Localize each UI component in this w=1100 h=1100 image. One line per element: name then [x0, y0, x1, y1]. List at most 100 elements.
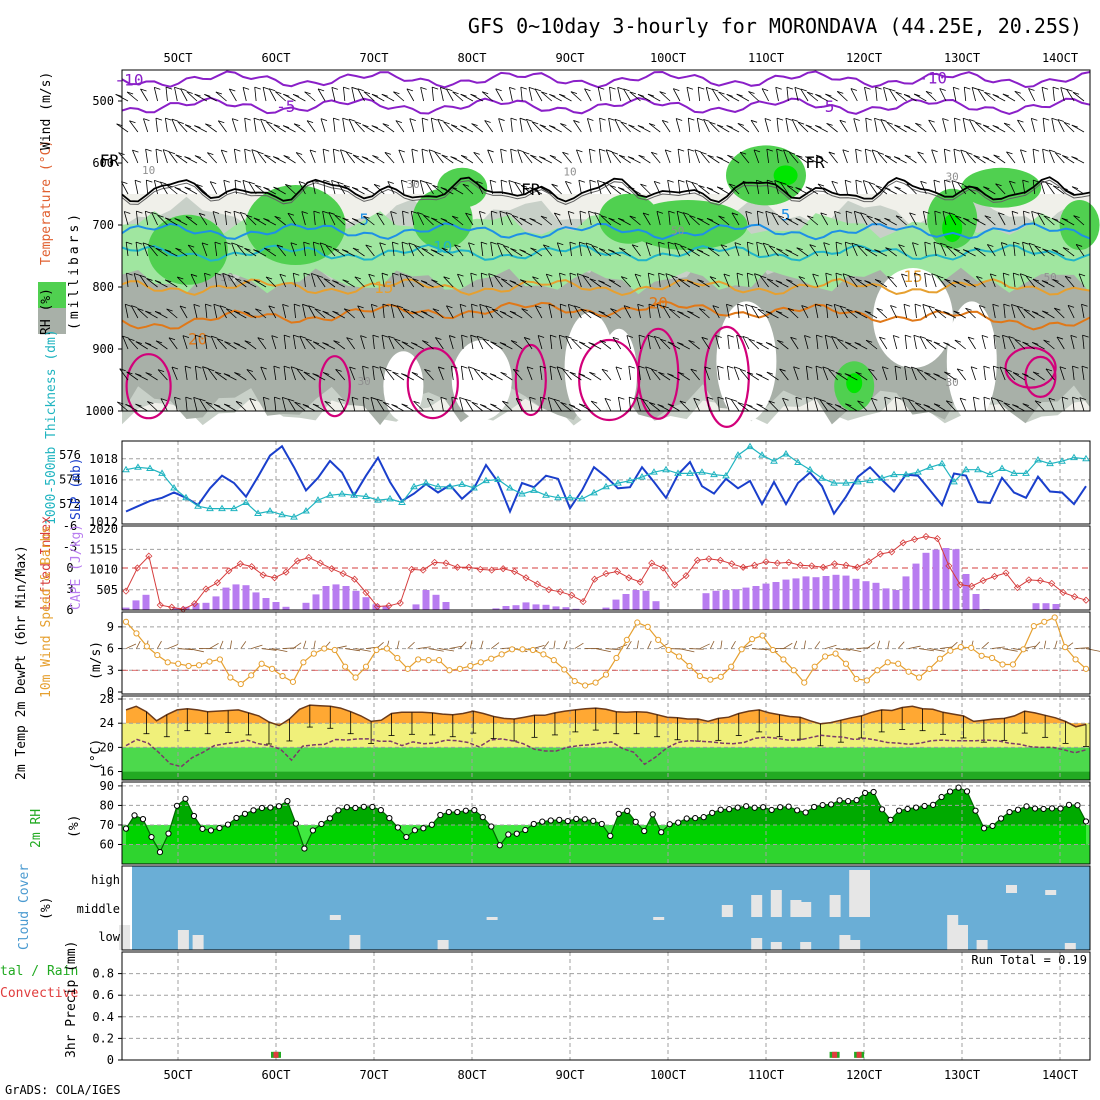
wind-speed-marker: [508, 646, 516, 653]
wind-barb: [128, 338, 139, 350]
wind-barb-flag: [305, 338, 312, 342]
wind-barb-flag: [855, 179, 862, 183]
wind-barb-flag: [706, 217, 714, 221]
wind-barb: [532, 276, 543, 288]
wind-barb: [656, 211, 661, 226]
wind-barb-flag: [529, 187, 536, 190]
wind-barb: [151, 212, 158, 226]
wind-barb-flag: [842, 149, 849, 153]
wind-barb-flag: [331, 180, 338, 183]
wind-barb-flag: [906, 183, 913, 187]
thickness-marker: [614, 479, 622, 486]
wind-barb: [549, 366, 553, 381]
wind-barb-flag: [376, 398, 383, 402]
wind-barb: [452, 91, 464, 102]
wind-barb-flag: [623, 305, 631, 309]
wind-barb-flag: [893, 156, 901, 160]
wind-barb: [992, 366, 996, 381]
wind-barb: [253, 118, 257, 133]
wind-barb: [966, 152, 976, 164]
wind-barb: [978, 305, 986, 319]
cape-bar: [822, 576, 830, 610]
cape-tick-label: 505: [96, 583, 118, 597]
wind-barb: [562, 368, 572, 381]
wind-barb: [298, 181, 306, 195]
wind-barb: [467, 366, 474, 381]
cape-bar: [842, 575, 850, 610]
wind-barb-flag: [651, 151, 658, 155]
wind-barb-flag: [734, 366, 741, 370]
wind-barb: [737, 123, 750, 133]
wind-barb-flag: [451, 365, 458, 369]
temp-area: [126, 705, 1086, 727]
wind-barb-flag: [817, 183, 825, 187]
lifted-marker: [1082, 596, 1090, 604]
wind-barb-flag: [757, 308, 764, 312]
wind-barb: [220, 149, 227, 164]
wind-barb: [756, 211, 760, 226]
wind-barb-flag: [667, 341, 674, 345]
rh2m-marker: [836, 797, 843, 804]
wind-barb: [412, 278, 424, 288]
wind-barb-flag: [332, 247, 340, 251]
wind-barb-flag: [825, 272, 832, 276]
wind-barb-flag: [1079, 397, 1086, 401]
wind-barb-flag: [537, 335, 545, 338]
wind-barb-flag: [665, 273, 672, 277]
thickness-tick-label: 574: [59, 472, 81, 486]
wind-barb-flag: [1081, 303, 1088, 307]
wind-barb-flag: [449, 335, 456, 338]
wind-barb: [1012, 372, 1026, 381]
thickness-marker: [242, 498, 250, 506]
wind-barb-flag: [346, 151, 353, 155]
wind-barb: [822, 366, 829, 381]
wind-speed-marker: [540, 651, 547, 658]
wind-barb-flag: [1072, 365, 1079, 369]
rh2m-marker: [989, 822, 996, 830]
wind-barb: [609, 185, 622, 195]
wind-barb: [846, 308, 858, 319]
wind-barb-flag: [514, 181, 521, 185]
cape-bar: [962, 574, 970, 610]
lifted-marker: [579, 598, 587, 606]
rh2m-marker: [275, 803, 283, 810]
wind-barb: [1028, 88, 1036, 102]
wind-barb: [372, 335, 375, 350]
isotherm-25-loop: [125, 353, 172, 420]
wind-barb-flag: [124, 211, 131, 214]
wind-barb: [793, 366, 799, 381]
wind-barb-flag: [756, 373, 763, 377]
wind-speed-marker: [1062, 644, 1069, 651]
rh2m-marker: [1006, 808, 1013, 816]
wind-barb-flag: [132, 149, 139, 153]
wind-barb-flag: [223, 373, 231, 377]
wind-barb: [831, 181, 838, 195]
wind-barb-flag: [748, 91, 755, 94]
wind-barb-flag: [992, 125, 999, 128]
wind-barb: [334, 214, 346, 226]
wind-barb-flag: [826, 122, 833, 126]
wind-barb: [244, 340, 257, 350]
wind-barb-flag: [242, 180, 250, 183]
wind-barb: [244, 118, 247, 133]
wind-barb-flag: [528, 86, 536, 90]
wind-barb: [647, 273, 651, 288]
wind-barb-flag: [638, 334, 646, 338]
wind-barb: [502, 245, 513, 257]
wind-barb-flag: [550, 334, 557, 338]
wind-barb: [637, 304, 641, 319]
wind-barb: [648, 402, 661, 412]
wind-barb: [797, 121, 809, 133]
wind-barb: [331, 87, 336, 102]
wind-barb: [396, 305, 405, 319]
wind-barb: [244, 149, 247, 164]
wind-barb-flag: [233, 310, 241, 314]
wind-barb: [405, 275, 415, 288]
wind-barb: [545, 273, 553, 288]
wind-barb-flag: [244, 340, 251, 344]
wind-barb-flag: [303, 241, 310, 245]
lifted-marker: [956, 581, 964, 589]
wind-barb-flag: [360, 335, 367, 338]
wind-barb-flag: [828, 151, 835, 155]
wind-barb-flag: [562, 151, 569, 155]
